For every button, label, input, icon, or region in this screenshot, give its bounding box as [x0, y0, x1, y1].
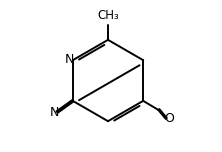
- Text: O: O: [164, 112, 174, 125]
- Text: CH₃: CH₃: [97, 9, 119, 22]
- Text: N: N: [64, 53, 74, 66]
- Text: N: N: [50, 106, 59, 119]
